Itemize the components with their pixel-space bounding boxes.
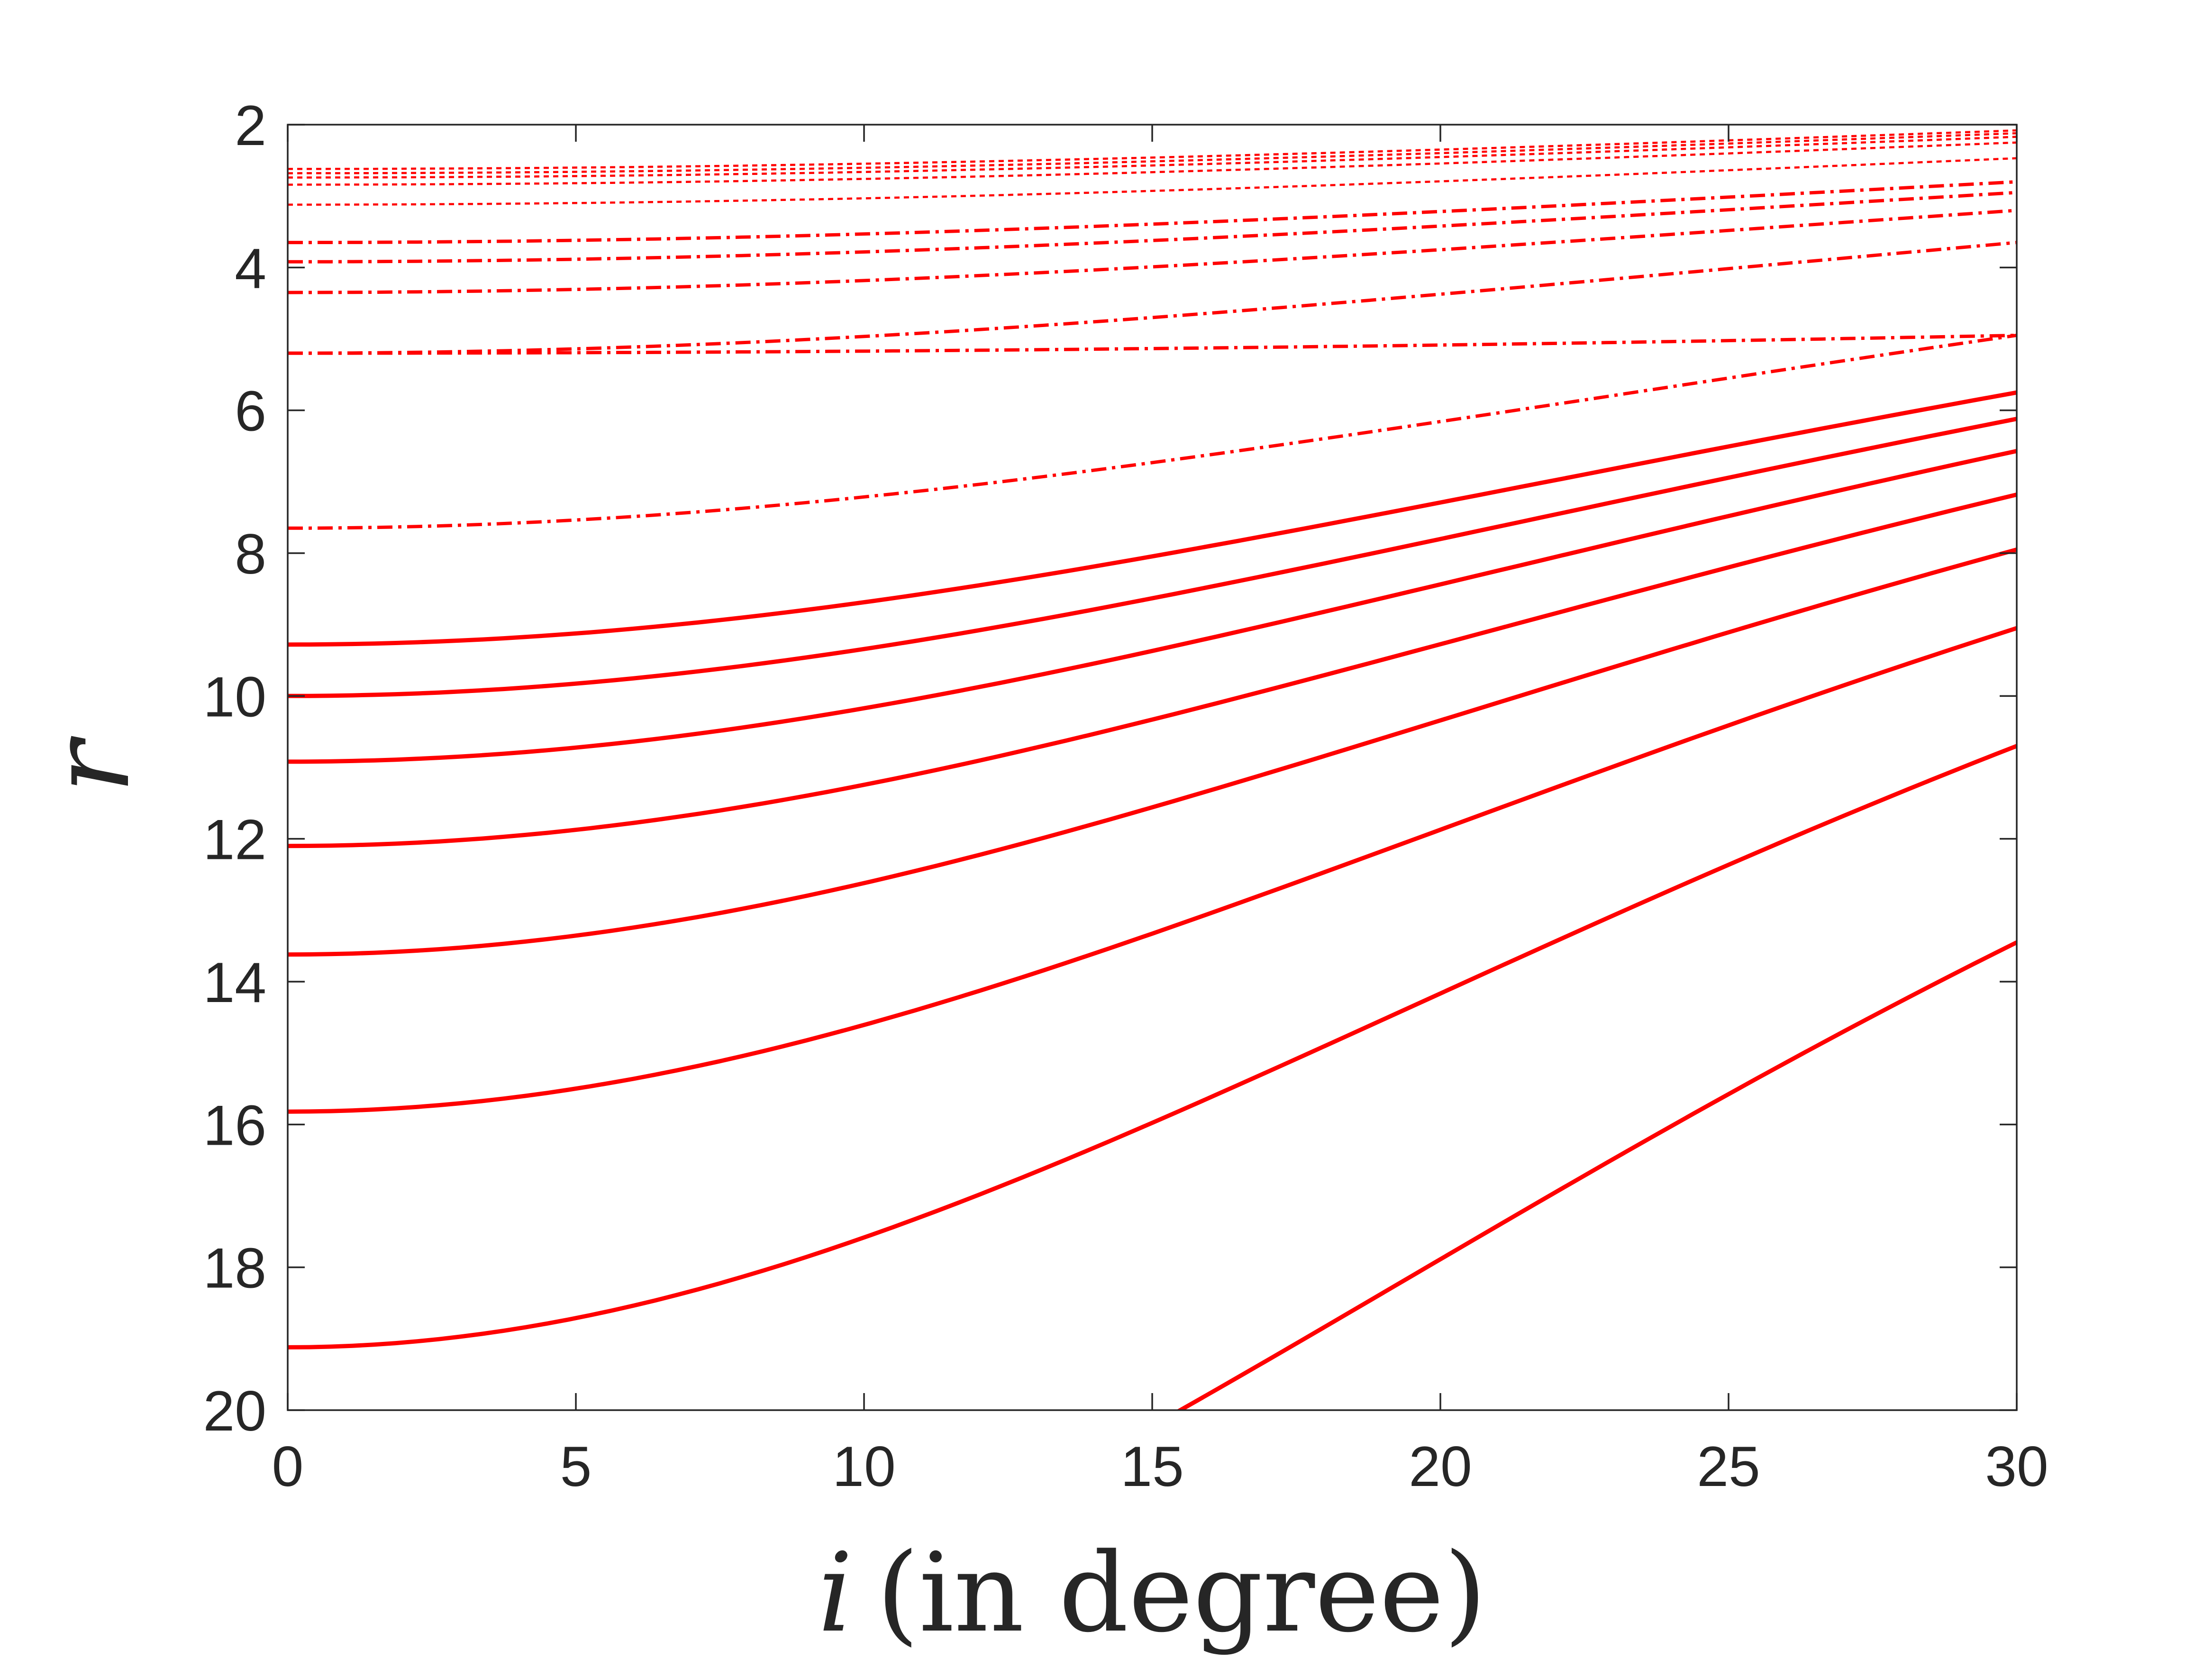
series-layer: [288, 129, 2017, 1410]
y-tick-label-12: 12: [203, 808, 266, 872]
y-tick-label-8: 8: [235, 522, 266, 586]
series-line-7: [288, 191, 2017, 264]
series-line-8: [288, 209, 2017, 294]
x-axis-label-variable: i: [818, 1530, 853, 1657]
series-line-11: [288, 334, 2017, 530]
series-line-4: [288, 141, 2017, 186]
series-line-13: [288, 417, 2017, 698]
y-tick-label-2: 2: [235, 94, 266, 157]
y-tick-label-4: 4: [235, 237, 266, 300]
y-tick-label-14: 14: [203, 951, 266, 1014]
y-tick-label-20: 20: [203, 1379, 266, 1443]
x-tick-label-25: 25: [1697, 1435, 1760, 1498]
series-line-6: [288, 180, 2017, 245]
series-line-16: [288, 547, 2017, 957]
tick-layer: [287, 124, 2018, 1411]
x-tick-label-0: 0: [272, 1435, 304, 1498]
tick-label-layer: 0 5 10 15 20 25 30 2 4 6 8 10 12 14 16 18 20: [203, 94, 2048, 1498]
y-tick-label-6: 6: [235, 380, 266, 443]
series-line-14: [288, 449, 2017, 764]
x-tick-label-5: 5: [560, 1435, 592, 1498]
y-tick-label-18: 18: [203, 1237, 266, 1300]
series-line-3: [288, 136, 2017, 179]
series-line-18: [288, 744, 2017, 1349]
series-line-9: [288, 241, 2017, 355]
series-line-19: [1176, 940, 2017, 1410]
series-line-5: [288, 157, 2017, 206]
series-line-2: [288, 132, 2017, 174]
x-axis-label-text: (in degree): [876, 1530, 1486, 1657]
y-tick-label-10: 10: [203, 665, 266, 729]
series-line-10: [288, 334, 2017, 355]
series-line-17: [288, 626, 2017, 1114]
series-line-15: [288, 492, 2017, 848]
y-axis-label: r: [27, 736, 154, 793]
x-tick-label-20: 20: [1409, 1435, 1472, 1498]
y-tick-label-16: 16: [203, 1094, 266, 1157]
series-line-12: [288, 390, 2017, 647]
x-axis-label: i (in degree): [818, 1530, 1487, 1657]
x-tick-label-30: 30: [1985, 1435, 2048, 1498]
x-tick-label-15: 15: [1120, 1435, 1183, 1498]
x-tick-label-10: 10: [832, 1435, 895, 1498]
